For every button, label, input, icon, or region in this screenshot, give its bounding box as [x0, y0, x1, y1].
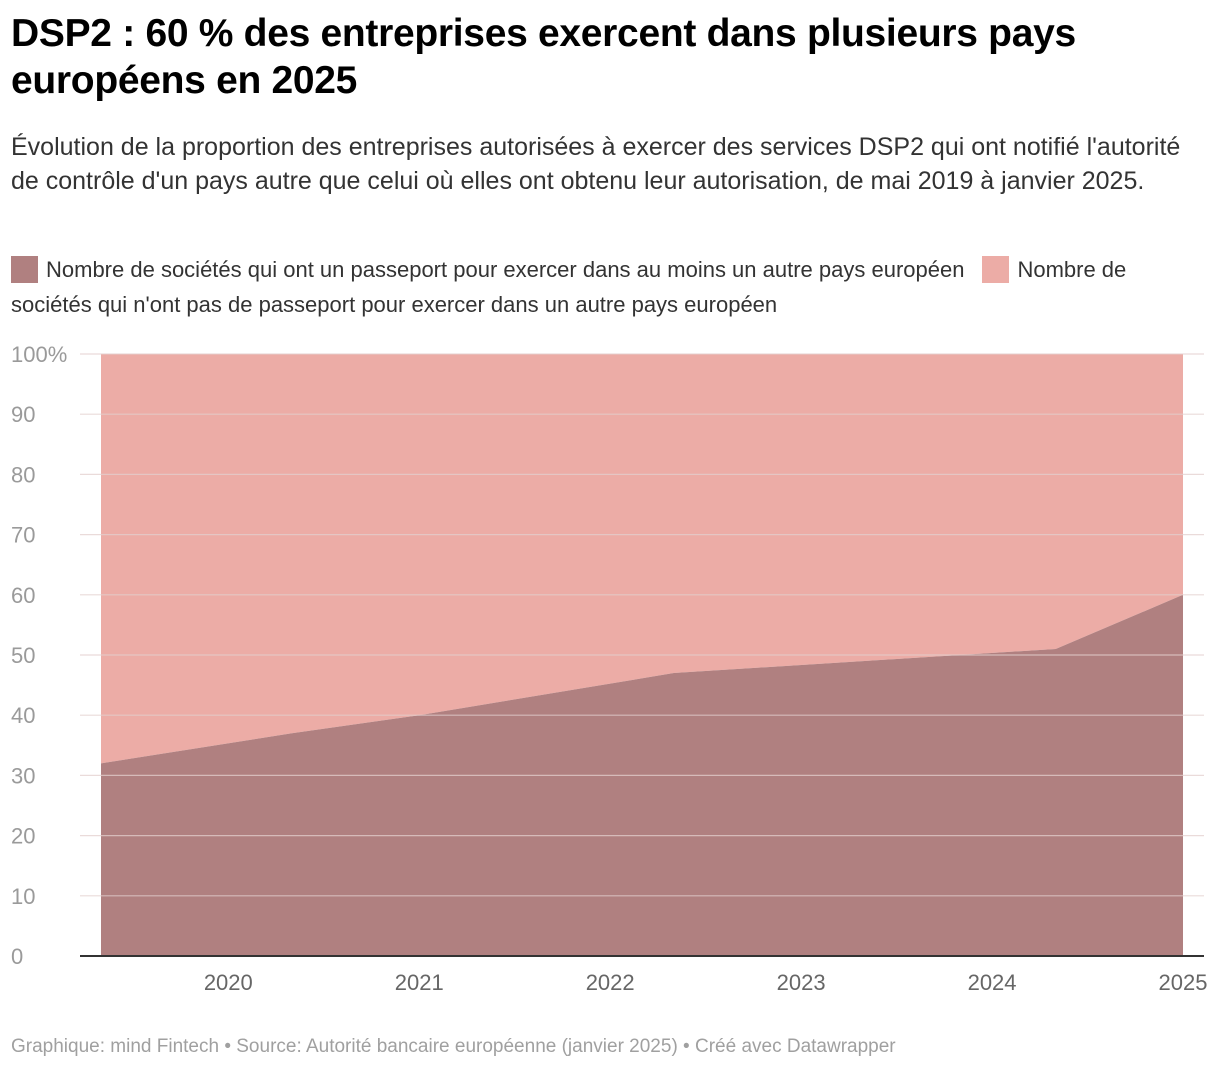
y-tick-label: 50: [11, 643, 35, 668]
legend-label-passport: Nombre de sociétés qui ont un passeport …: [46, 257, 965, 282]
chart-footer: Graphique: mind Fintech • Source: Autori…: [11, 1036, 896, 1057]
y-tick-label: 40: [11, 703, 35, 728]
y-tick-label: 20: [11, 824, 35, 849]
area-chart: 0 10 20 30 40 50 60 70 80 90 100% 2020 2021 2022 2023 2…: [11, 342, 1208, 995]
y-tick-label: 30: [11, 763, 35, 788]
chart-subtitle: Évolution de la proportion des entrepris…: [11, 133, 1181, 195]
y-tick-label: 80: [11, 462, 35, 487]
x-tick-label: 2021: [395, 970, 444, 995]
x-tick-label: 2025: [1159, 970, 1208, 995]
legend-swatch-passport: [11, 256, 38, 283]
x-tick-label: 2020: [204, 970, 253, 995]
legend-label-no-passport: Nombre de sociétés qui n'ont pas de pass…: [11, 257, 1127, 317]
y-tick-label: 70: [11, 523, 35, 548]
legend-item-no-passport: Nombre de sociétés qui n'ont pas de pass…: [11, 256, 1127, 317]
y-tick-label: 60: [11, 583, 35, 608]
legend: Nombre de sociétés qui ont un passeport …: [11, 252, 1211, 322]
legend-swatch-no-passport: [982, 256, 1010, 283]
x-tick-label: 2023: [777, 970, 826, 995]
x-tick-label: 2024: [968, 970, 1017, 995]
y-tick-label: 90: [11, 402, 35, 427]
chart-title: DSP2 : 60 % des entreprises exercent dan…: [11, 12, 1076, 102]
y-tick-label: 100%: [11, 342, 67, 367]
y-tick-label: 10: [11, 884, 35, 909]
y-tick-label: 0: [11, 944, 23, 969]
area-series-no-passport: [101, 354, 1183, 764]
legend-item-passport: Nombre de sociétés qui ont un passeport …: [11, 256, 965, 283]
x-tick-label: 2022: [586, 970, 635, 995]
